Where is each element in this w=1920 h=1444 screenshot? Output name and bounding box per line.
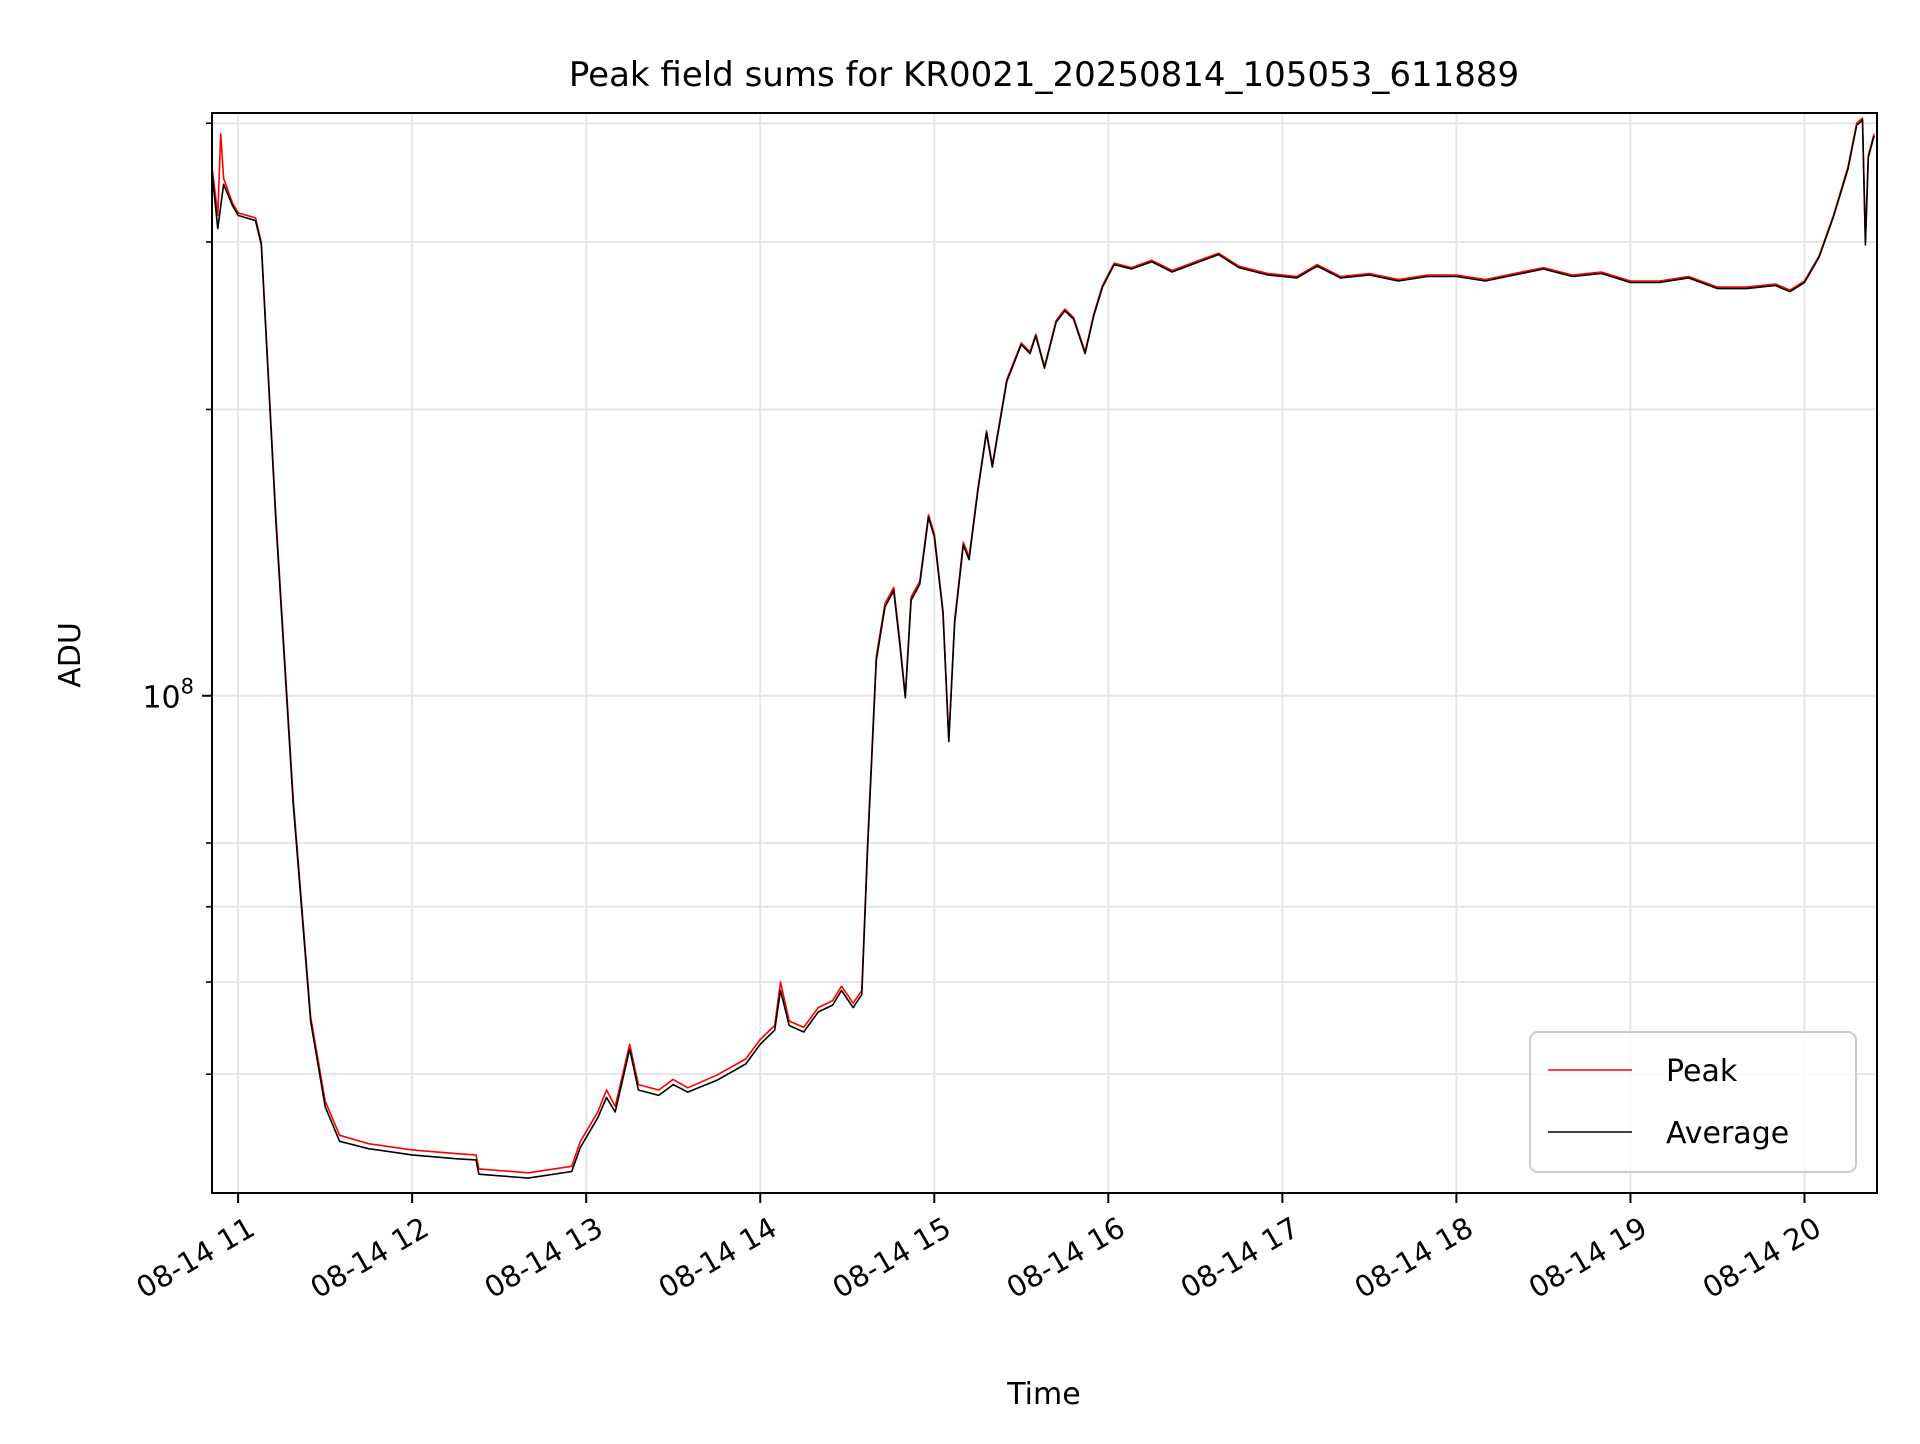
series-line-average	[211, 119, 1875, 1179]
legend-label-peak: Peak	[1666, 1054, 1738, 1089]
legend: Peak Average	[1529, 1031, 1857, 1173]
series-layer	[211, 117, 1875, 1179]
plot-frame	[211, 112, 1878, 1194]
y-tick-label: 108	[142, 675, 194, 716]
y-axis-label: ADU	[53, 622, 88, 688]
legend-box	[1529, 1031, 1857, 1173]
chart-title: Peak field sums for KR0021_20250814_1050…	[569, 55, 1519, 95]
legend-label-average: Average	[1666, 1116, 1789, 1151]
x-axis-label: Time	[1006, 1377, 1080, 1412]
